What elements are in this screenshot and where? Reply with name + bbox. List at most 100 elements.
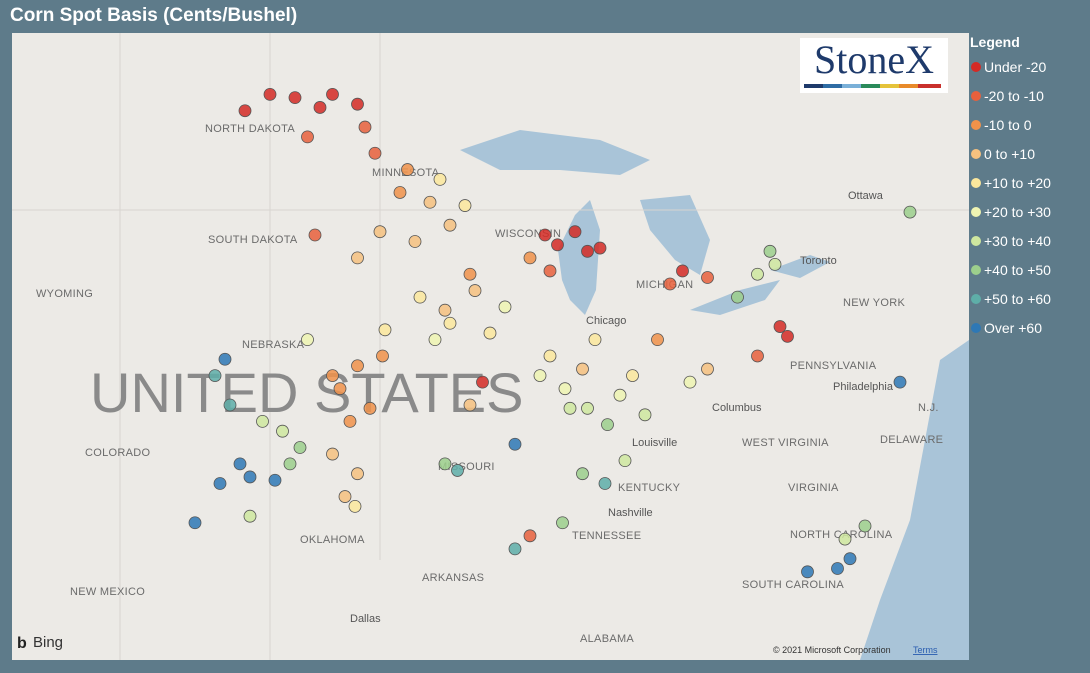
location-point [558,382,572,396]
logo: StoneX [814,37,934,82]
terms-link[interactable]: Terms [913,645,938,655]
location-point [243,509,257,523]
copyright: © 2021 Microsoft Corporation [773,645,891,655]
location-point [333,382,347,396]
location-point [701,362,714,376]
city-label: Dallas [350,613,381,625]
location-point [213,477,227,490]
location-point [243,470,257,484]
legend-title: Legend [970,34,1020,50]
location-point [308,228,322,242]
location-point [581,401,594,415]
location-point [438,303,452,317]
location-point [563,401,577,415]
city-label: Ottawa [848,190,884,202]
legend-label: +30 to +40 [984,233,1051,249]
legend-label: -20 to -10 [984,88,1044,104]
map-label: WISCONSIN [495,228,561,240]
location-point [626,369,639,382]
location-point [351,359,364,373]
location-point [413,290,427,304]
legend-swatch [971,236,981,246]
location-point [408,235,422,248]
location-point [358,120,372,134]
location-point [256,414,269,428]
location-point [508,542,522,556]
legend-label: +10 to +20 [984,175,1051,191]
location-point [233,457,247,471]
map-label: NORTH DAKOTA [205,123,295,135]
location-point [463,267,477,281]
map-label: VIRGINIA [788,482,839,494]
map-label: SOUTH CAROLINA [742,579,844,591]
location-point [326,87,339,101]
location-point [351,467,364,481]
location-point [483,326,497,340]
city-label: Nashville [608,507,653,519]
title: Corn Spot Basis (Cents/Bushel) [10,5,297,26]
legend-swatch [971,265,981,275]
location-point [701,271,714,284]
location-point [313,101,327,114]
location-point [451,464,464,477]
location-point [433,172,447,186]
location-point [551,238,564,252]
legend-label: Over +60 [984,320,1042,336]
legend-label: +50 to +60 [984,291,1051,307]
location-point [676,264,689,278]
location-point [556,516,569,530]
location-point [458,199,472,212]
city-label: Philadelphia [833,381,894,393]
location-point [301,333,314,347]
location-point [651,333,664,347]
location-point [351,251,364,265]
location-point [593,241,607,255]
location-point [508,437,522,451]
legend: Under -20 -20 to -10 -10 to 0 0 to +10 +10 t… [971,59,1051,336]
lake-ontario [770,255,830,278]
location-point [428,333,442,347]
location-point [443,218,457,232]
location-point [393,186,407,199]
location-point [463,398,477,412]
map-background [12,33,969,660]
map-label: DELAWARE [880,434,943,446]
map-label: COLORADO [85,447,150,459]
legend-swatch [971,62,981,72]
location-point [858,519,872,533]
location-point [368,146,382,160]
map-label: TENNESSEE [572,530,641,542]
map-layer [12,33,969,660]
location-point [576,467,589,481]
location-point [373,225,387,239]
lake-superior [460,130,650,175]
location-point [568,225,582,239]
location-point [731,290,744,304]
location-point [763,244,777,258]
map-label: ALABAMA [580,633,634,645]
location-point [276,424,289,438]
location-point [263,87,277,101]
point-layer [188,87,917,579]
location-point [768,258,782,271]
legend-label: 0 to +10 [984,146,1035,162]
location-point [378,323,392,337]
location-point [618,454,632,468]
location-point [348,499,362,513]
lake-huron [640,195,710,275]
location-point [351,97,364,111]
location-point [576,362,589,376]
location-point [613,388,627,402]
legend-swatch [971,207,981,217]
logo-box [800,38,948,93]
provider-icon: b [17,635,27,652]
city-label: Louisville [632,437,677,449]
provider: Bing [33,634,63,651]
legend-swatch [971,294,981,304]
legend-label: Under -20 [984,59,1046,75]
location-point [293,441,307,454]
legend-label: +40 to +50 [984,262,1051,278]
location-point [476,375,489,389]
